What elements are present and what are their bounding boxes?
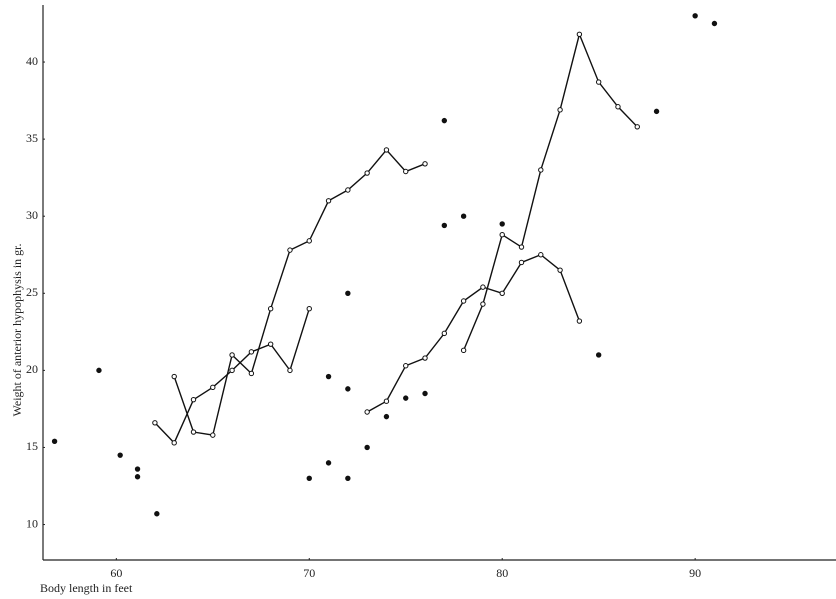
data-point <box>325 198 332 204</box>
y-axis-label: Weight of anterior hypophysis in gr. <box>10 243 24 416</box>
data-point <box>518 259 525 266</box>
data-point <box>595 352 602 358</box>
y-tick-label: 10 <box>26 516 38 530</box>
data-point <box>441 222 448 229</box>
y-tick-label: 15 <box>26 439 38 453</box>
data-point <box>403 168 409 175</box>
data-point <box>248 370 255 377</box>
data-point <box>383 413 390 420</box>
data-point <box>190 429 197 435</box>
data-point <box>171 373 177 380</box>
data-point <box>653 108 660 115</box>
data-point <box>190 396 197 403</box>
data-point <box>595 79 602 85</box>
data-point <box>364 444 370 451</box>
data-point <box>422 355 428 361</box>
data-point <box>134 466 141 472</box>
data-point <box>441 117 448 124</box>
data-point <box>267 306 274 312</box>
series-line <box>154 308 310 445</box>
data-point <box>325 373 332 380</box>
data-point <box>403 395 409 401</box>
data-point <box>634 124 640 130</box>
x-tick-label: 90 <box>689 566 701 580</box>
data-point <box>480 284 486 290</box>
data-point <box>557 267 563 273</box>
series-line <box>366 253 581 413</box>
data-point <box>441 330 448 337</box>
data-point <box>345 386 351 392</box>
data-point <box>325 460 332 466</box>
y-tick-label: 40 <box>26 54 38 68</box>
data-point <box>210 432 216 438</box>
series-line <box>462 32 638 351</box>
data-point <box>692 13 698 19</box>
data-point <box>51 438 58 444</box>
data-point <box>229 352 235 358</box>
data-point <box>557 107 563 113</box>
data-point <box>117 452 123 458</box>
y-tick-label: 30 <box>26 208 38 222</box>
data-point <box>422 390 428 397</box>
data-point <box>711 20 718 27</box>
data-point <box>345 187 351 193</box>
y-tick-label: 25 <box>26 285 38 299</box>
data-point <box>403 363 409 369</box>
data-point <box>538 252 544 258</box>
data-point <box>383 147 390 153</box>
data-point <box>171 440 177 446</box>
data-point <box>460 298 467 304</box>
data-point <box>345 290 351 296</box>
data-point <box>499 221 505 227</box>
data-point <box>364 170 370 176</box>
data-point <box>576 318 583 324</box>
y-tick-label: 35 <box>26 131 38 145</box>
x-tick-label: 80 <box>496 566 508 580</box>
data-point <box>615 104 621 110</box>
data-point <box>480 301 486 307</box>
data-point <box>364 409 370 415</box>
data-point <box>96 367 102 374</box>
data-point <box>306 475 312 481</box>
data-point <box>267 341 274 347</box>
data-point <box>499 232 505 238</box>
data-point <box>460 213 467 219</box>
data-point <box>152 420 158 426</box>
data-point <box>499 290 505 296</box>
data-point <box>287 367 293 374</box>
x-axis-label: Body length in feet <box>40 581 133 595</box>
data-point <box>248 349 255 355</box>
data-point <box>422 161 428 167</box>
y-tick-label: 20 <box>26 362 38 376</box>
data-point <box>518 244 525 250</box>
data-point <box>383 398 390 404</box>
data-point <box>460 347 467 354</box>
x-tick-label: 60 <box>110 566 122 580</box>
data-point <box>345 475 351 481</box>
data-point <box>154 511 160 517</box>
data-point <box>287 247 293 253</box>
data-point <box>134 474 141 480</box>
data-point <box>306 306 312 312</box>
data-point <box>576 31 583 37</box>
data-point <box>538 167 544 173</box>
data-point <box>210 384 216 391</box>
series-line <box>173 148 426 436</box>
data-point <box>229 367 235 374</box>
data-point <box>306 238 312 244</box>
x-tick-label: 70 <box>303 566 315 580</box>
